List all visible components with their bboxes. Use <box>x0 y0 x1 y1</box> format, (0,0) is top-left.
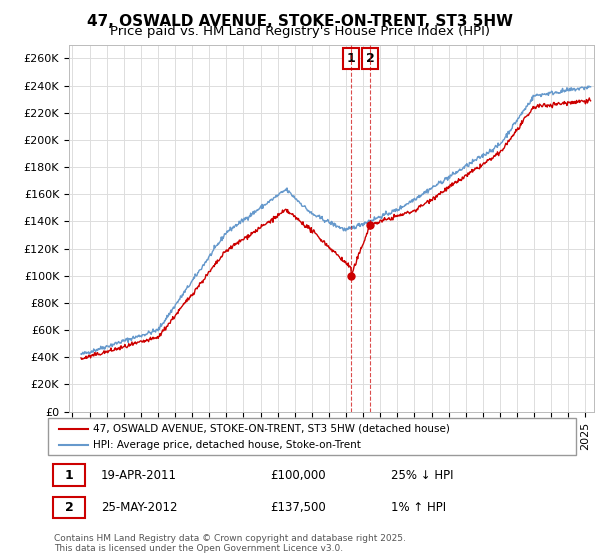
Text: £137,500: £137,500 <box>270 501 326 514</box>
Text: 19-APR-2011: 19-APR-2011 <box>101 469 177 482</box>
Text: 1% ↑ HPI: 1% ↑ HPI <box>391 501 446 514</box>
Text: Price paid vs. HM Land Registry's House Price Index (HPI): Price paid vs. HM Land Registry's House … <box>110 25 490 38</box>
Text: 1: 1 <box>347 52 356 65</box>
FancyBboxPatch shape <box>48 418 576 455</box>
Text: 25% ↓ HPI: 25% ↓ HPI <box>391 469 454 482</box>
Text: 2: 2 <box>365 52 374 65</box>
Text: HPI: Average price, detached house, Stoke-on-Trent: HPI: Average price, detached house, Stok… <box>93 440 361 450</box>
Text: Contains HM Land Registry data © Crown copyright and database right 2025.
This d: Contains HM Land Registry data © Crown c… <box>54 534 406 553</box>
Text: 25-MAY-2012: 25-MAY-2012 <box>101 501 178 514</box>
Text: 47, OSWALD AVENUE, STOKE-ON-TRENT, ST3 5HW (detached house): 47, OSWALD AVENUE, STOKE-ON-TRENT, ST3 5… <box>93 423 450 433</box>
FancyBboxPatch shape <box>53 464 85 486</box>
Text: 1: 1 <box>65 469 73 482</box>
Text: 47, OSWALD AVENUE, STOKE-ON-TRENT, ST3 5HW: 47, OSWALD AVENUE, STOKE-ON-TRENT, ST3 5… <box>87 14 513 29</box>
Text: 2: 2 <box>65 501 73 514</box>
Text: £100,000: £100,000 <box>270 469 325 482</box>
FancyBboxPatch shape <box>53 497 85 519</box>
